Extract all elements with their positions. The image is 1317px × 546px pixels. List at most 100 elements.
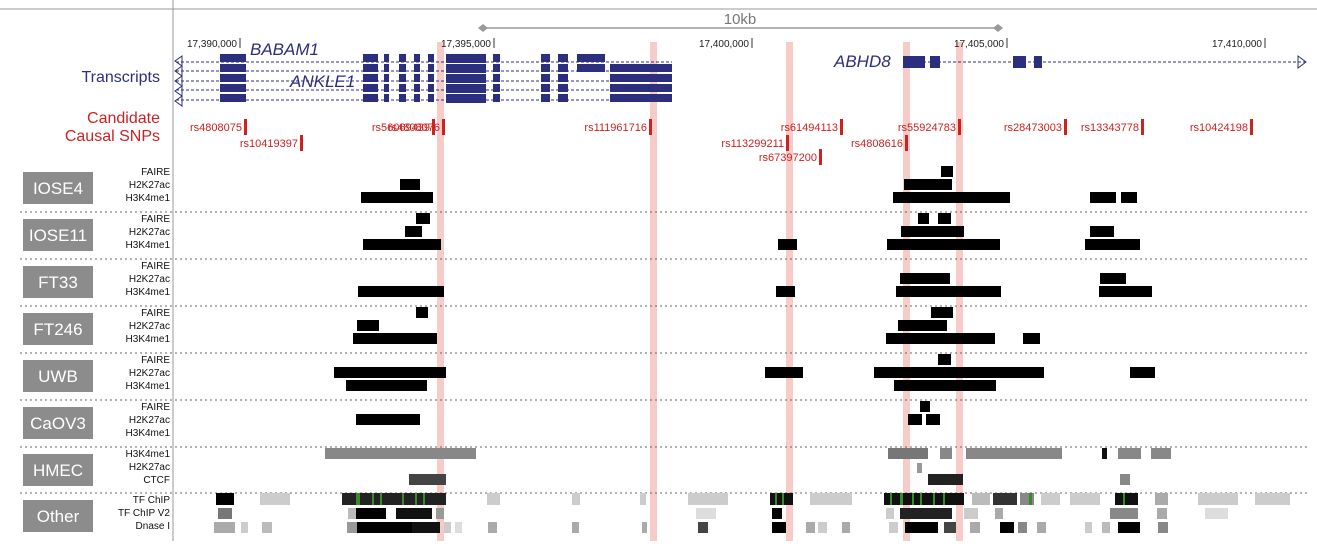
- mark-label: H2K27ac: [129, 462, 170, 473]
- peak-bar: [444, 522, 451, 533]
- peak-bar: [896, 286, 1001, 297]
- peak-bar: [357, 522, 412, 533]
- peak-bar: [416, 213, 430, 224]
- peak-bar: [1123, 493, 1125, 505]
- peak-bar: [1102, 522, 1110, 533]
- peak-bar: [396, 508, 432, 519]
- peak-bar: [818, 522, 827, 533]
- peak-bar: [888, 448, 928, 459]
- cell-line-name: UWB: [38, 367, 78, 386]
- peak-bar: [572, 522, 579, 533]
- peak-bar: [409, 474, 446, 485]
- peak-bar: [966, 448, 1062, 459]
- peak-bar: [216, 493, 234, 505]
- mark-label: FAIRE: [141, 261, 170, 272]
- peak-bar: [778, 239, 797, 250]
- peak-bar: [938, 354, 951, 365]
- peak-bar: [640, 493, 646, 505]
- peak-bar: [214, 522, 235, 533]
- peak-bar: [572, 493, 580, 505]
- peak-bar: [972, 493, 990, 505]
- exon-block: [384, 94, 389, 102]
- exon-block: [610, 74, 672, 82]
- peak-bar: [772, 508, 782, 519]
- exon-block: [363, 74, 378, 82]
- exon-block: [428, 64, 434, 72]
- peak-bar: [810, 493, 852, 505]
- exon-block: [493, 94, 500, 102]
- peak-bar: [348, 508, 356, 519]
- peak-bar: [356, 493, 360, 505]
- peak-bar: [1029, 493, 1032, 505]
- peak-bar: [918, 213, 929, 224]
- mark-label: H3K4me1: [126, 428, 171, 439]
- exon-block: [610, 84, 672, 92]
- peak-bar: [1115, 493, 1138, 505]
- snp-label: rs67397200: [759, 152, 817, 164]
- peak-bar: [993, 493, 1017, 505]
- peak-bar: [415, 493, 417, 505]
- peak-bar: [782, 493, 784, 505]
- exon-block: [428, 94, 434, 102]
- exon-block: [541, 54, 550, 62]
- exon-block: [384, 74, 389, 82]
- mark-label: FAIRE: [141, 402, 170, 413]
- exon-block: [399, 74, 406, 82]
- exon-block: [363, 94, 378, 102]
- mark-label: H2K27ac: [129, 227, 170, 238]
- peak-bar: [920, 401, 930, 412]
- snp-marker: [649, 119, 652, 135]
- peak-bar: [894, 380, 996, 391]
- peak-bar: [904, 179, 952, 190]
- peak-bar: [900, 508, 952, 519]
- exon-block: [610, 94, 672, 102]
- snp-marker: [442, 119, 445, 135]
- peak-bar: [842, 522, 850, 533]
- peak-bar: [1000, 522, 1014, 533]
- peak-bar: [1090, 192, 1116, 203]
- exon-block: [414, 54, 420, 62]
- peak-bar: [455, 522, 462, 533]
- peak-bar: [943, 493, 945, 505]
- peak-bar: [412, 522, 440, 533]
- snp-marker: [905, 135, 908, 151]
- peak-bar: [241, 522, 248, 533]
- coordinate-axis: 17,390,000 17,395,000 17,400,000 17,405,000…: [187, 38, 1266, 50]
- cell-line-name: FT33: [38, 273, 78, 292]
- mark-label: H2K27ac: [129, 321, 170, 332]
- peak-bar: [325, 448, 476, 459]
- mark-label: H2K27ac: [129, 415, 170, 426]
- cell-line-label-box: [23, 360, 93, 392]
- mark-label: FAIRE: [141, 167, 170, 178]
- peak-bar: [400, 179, 420, 190]
- peak-bar: [905, 522, 938, 533]
- exon-block: [541, 64, 550, 72]
- snp-label: rs10419397: [240, 138, 298, 150]
- peak-bar: [356, 414, 420, 425]
- strand-arrow-icon: [174, 85, 183, 97]
- peak-bar: [1037, 522, 1046, 533]
- mark-label: FAIRE: [141, 308, 170, 319]
- snp-marker: [244, 119, 247, 135]
- mark-label: CTCF: [143, 475, 170, 486]
- exon-block: [541, 84, 550, 92]
- peak-bar: [944, 522, 956, 533]
- cell-line-name: FT246: [33, 320, 82, 339]
- exon-block: [446, 84, 486, 93]
- exon-block: [399, 64, 406, 72]
- strand-arrow-icon: [174, 75, 183, 87]
- coordinate-label: 17,400,000: [699, 39, 749, 50]
- mark-label: H2K27ac: [129, 274, 170, 285]
- exon-block: [428, 54, 434, 62]
- peak-bar: [1070, 493, 1100, 505]
- peak-bar: [1023, 333, 1040, 344]
- mark-label: TF ChIP V2: [118, 508, 170, 519]
- cell-line-label-box: [23, 313, 93, 345]
- peak-bar: [901, 226, 964, 237]
- peak-bar: [1151, 448, 1171, 459]
- snp-marker: [958, 119, 961, 135]
- peak-bar: [928, 474, 963, 485]
- peak-bar: [1085, 239, 1140, 250]
- coordinate-label: 17,405,000: [954, 39, 1004, 50]
- snp-label: rs10424198: [1190, 122, 1248, 134]
